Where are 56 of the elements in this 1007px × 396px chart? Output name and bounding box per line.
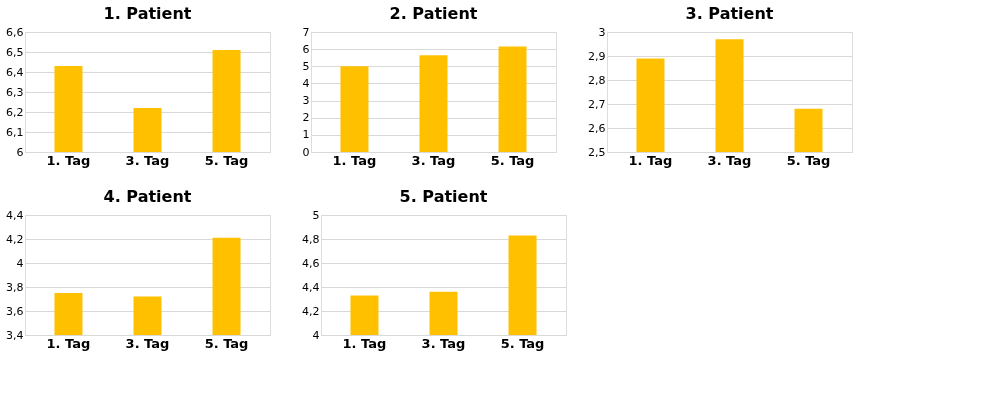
y-tick-label: 3,4 <box>6 328 24 342</box>
y-tick-label: 6,6 <box>6 25 24 39</box>
y-tick-label: 6,4 <box>6 65 24 79</box>
y-tick-label: 4,4 <box>302 280 320 294</box>
x-tick-label: 5. Tag <box>204 335 249 351</box>
y-tick-label: 4 <box>312 328 320 342</box>
bar <box>340 66 369 152</box>
x-tick-label: 1. Tag <box>46 152 91 168</box>
y-tick-label: 5 <box>302 59 310 73</box>
y-tick-label: 5 <box>312 208 320 222</box>
x-tick-label: 3. Tag <box>125 335 170 351</box>
y-tick-label: 4,8 <box>302 232 320 246</box>
y-tick-label: 3 <box>598 25 606 39</box>
chart-title: 5. Patient <box>399 187 488 206</box>
x-tick-label: 3. Tag <box>421 335 466 351</box>
y-tick-label: 6,1 <box>6 125 24 139</box>
y-tick-label: 6,5 <box>6 45 24 59</box>
bar <box>498 46 527 152</box>
y-tick-label: 4 <box>302 76 310 90</box>
y-tick-label: 3 <box>302 94 310 108</box>
x-tick-label: 1. Tag <box>46 335 91 351</box>
x-tick-label: 1. Tag <box>628 152 673 168</box>
y-tick-label: 7 <box>302 25 310 39</box>
y-tick-label: 2,9 <box>588 49 606 63</box>
y-tick-label: 4,6 <box>302 256 320 270</box>
x-tick-label: 1. Tag <box>342 335 387 351</box>
y-tick-label: 2,6 <box>588 121 606 135</box>
y-tick-label: 2 <box>302 111 310 125</box>
x-tick-label: 5. Tag <box>490 152 535 168</box>
chart-title: 2. Patient <box>389 4 478 23</box>
y-tick-label: 6,3 <box>6 85 24 99</box>
y-tick-label: 6 <box>16 145 24 159</box>
y-tick-label: 1 <box>302 128 310 142</box>
y-tick-label: 2,7 <box>588 97 606 111</box>
bar <box>419 55 448 152</box>
x-tick-label: 3. Tag <box>707 152 752 168</box>
y-tick-label: 2,8 <box>588 73 606 87</box>
y-tick-label: 3,8 <box>6 280 24 294</box>
chart-title: 4. Patient <box>103 187 192 206</box>
chart-title: 1. Patient <box>103 4 192 23</box>
x-tick-label: 5. Tag <box>500 335 545 351</box>
y-tick-label: 4,2 <box>6 232 24 246</box>
y-tick-label: 4,4 <box>6 208 24 222</box>
y-tick-label: 6 <box>302 42 310 56</box>
y-tick-label: 4 <box>16 256 24 270</box>
y-tick-label: 6,2 <box>6 105 24 119</box>
x-tick-label: 1. Tag <box>332 152 377 168</box>
x-tick-label: 5. Tag <box>786 152 831 168</box>
chart-title: 3. Patient <box>685 4 774 23</box>
y-tick-label: 4,2 <box>302 304 320 318</box>
y-tick-label: 2,5 <box>588 145 606 159</box>
x-tick-label: 5. Tag <box>204 152 249 168</box>
x-tick-label: 3. Tag <box>411 152 456 168</box>
y-tick-label: 3,6 <box>6 304 24 318</box>
y-tick-label: 0 <box>302 145 310 159</box>
x-tick-label: 3. Tag <box>125 152 170 168</box>
